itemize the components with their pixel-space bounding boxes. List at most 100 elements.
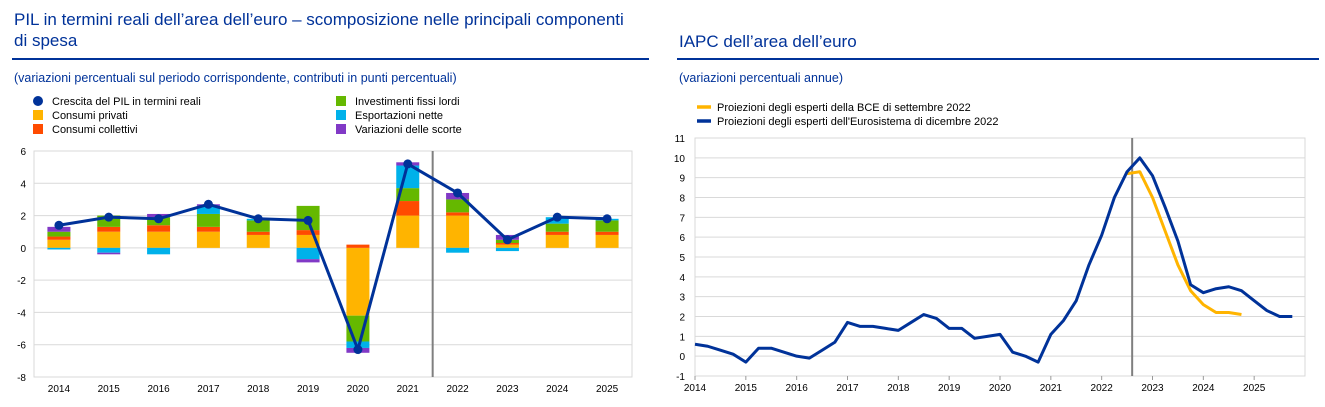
legend-marker (336, 124, 346, 134)
bar-segment (196, 205, 220, 214)
bar-segment (147, 247, 171, 255)
y-tick-label: 0 (679, 352, 685, 363)
bar-segment (545, 234, 569, 248)
hicp-chart-subtitle: (variazioni percentuali annue) (679, 71, 843, 85)
y-tick-label: 6 (679, 233, 685, 244)
bar-segment (446, 199, 470, 213)
series-line (694, 156, 1293, 364)
x-tick-label: 2015 (98, 384, 121, 395)
bar-segment (495, 244, 519, 248)
gdp-point (154, 214, 164, 224)
gdp-point (203, 199, 213, 209)
legend-marker (336, 110, 346, 120)
legend-label: Consumi collettivi (52, 124, 138, 136)
bar-segment (47, 239, 71, 248)
gdp-chart-subtitle: (variazioni percentuali sul periodo corr… (14, 71, 457, 85)
x-tick-label: 2014 (48, 384, 71, 395)
bar-segment (147, 225, 171, 232)
x-tick-label: 2024 (1192, 383, 1215, 394)
bar-segment (346, 244, 370, 248)
x-tick-label: 2018 (887, 383, 910, 394)
gdp-point (403, 159, 413, 169)
legend-label: Proiezioni degli esperti della BCE di se… (717, 102, 971, 114)
y-tick-label: 7 (679, 213, 685, 224)
x-tick-label: 2014 (684, 383, 707, 394)
bar-segment (47, 236, 71, 240)
y-tick-label: 9 (679, 174, 685, 185)
gdp-point (353, 345, 363, 355)
legend-label: Proiezioni degli esperti dell'Eurosistem… (717, 116, 999, 128)
x-tick-label: 2019 (938, 383, 961, 394)
bar-segment (296, 230, 320, 235)
gdp-point (54, 220, 64, 230)
y-tick-label: 10 (674, 154, 686, 165)
x-tick-label: 2025 (1243, 383, 1266, 394)
bar-segment (196, 226, 220, 232)
gdp-point (453, 188, 463, 198)
bar-segment (446, 212, 470, 216)
bar-segment (446, 247, 470, 253)
y-tick-label: -1 (676, 372, 685, 383)
y-tick-label: 2 (679, 313, 685, 324)
bar-segment (97, 231, 121, 248)
bar-segment (47, 247, 71, 250)
bar-segment (246, 220, 270, 232)
series-line (1126, 170, 1242, 316)
gdp-point (552, 212, 562, 222)
x-tick-label: 2022 (446, 384, 469, 395)
y-tick-label: 2 (20, 212, 26, 223)
x-tick-label: 2017 (836, 383, 859, 394)
bar-segment (47, 231, 71, 237)
x-tick-label: 2016 (786, 383, 809, 394)
x-tick-label: 2021 (1040, 383, 1063, 394)
legend-label: Crescita del PIL in termini reali (52, 96, 201, 108)
x-tick-label: 2018 (247, 384, 270, 395)
gdp-chart: -8 -6 -4 -2 0 2 4 6 2014 2015 2016 2017 2018 2019 2020… (17, 96, 633, 395)
y-tick-label: -2 (17, 276, 26, 287)
bar-segment (97, 252, 121, 255)
gdp-point (303, 215, 313, 225)
bar-segment (296, 259, 320, 263)
x-tick-label: 2019 (297, 384, 320, 395)
legend-marker (336, 96, 346, 106)
hicp-panel: IAPC dell’area dell’euro (variazioni per… (665, 0, 1325, 407)
bar-segment (246, 231, 270, 235)
gdp-line (58, 161, 608, 355)
bar-segment (97, 226, 121, 232)
bar-segment (595, 220, 619, 232)
bar-segment (196, 213, 220, 227)
x-tick-label: 2024 (546, 384, 569, 395)
y-tick-label: 0 (20, 244, 26, 255)
x-tick-label: 2015 (735, 383, 758, 394)
x-tick-label: 2025 (596, 384, 619, 395)
gdp-point (502, 235, 512, 245)
legend-marker (33, 110, 43, 120)
legend-label: Consumi privati (52, 110, 128, 122)
bar-segment (97, 247, 121, 253)
y-tick-label: -4 (17, 308, 26, 319)
y-tick-label: 8 (679, 194, 685, 205)
title-rule (677, 58, 1319, 60)
y-tick-label: 4 (20, 179, 26, 190)
bar-segment (446, 215, 470, 248)
gdp-point (104, 212, 114, 222)
title-rule (12, 58, 649, 60)
bar-segment (147, 231, 171, 248)
bar-segment (495, 247, 519, 252)
x-tick-label: 2016 (147, 384, 170, 395)
gdp-panel: PIL in termini reali dell’area dell’euro… (0, 0, 655, 407)
gdp-point (602, 214, 612, 224)
y-tick-label: 5 (679, 253, 685, 264)
bar-segment (296, 247, 320, 260)
x-tick-label: 2020 (989, 383, 1012, 394)
bar-segment (545, 231, 569, 235)
bar-segment (396, 188, 420, 202)
y-tick-label: 4 (679, 273, 685, 284)
bar-segment (246, 234, 270, 248)
bar-segment (595, 234, 619, 248)
bar-segment (196, 231, 220, 248)
bar-segment (396, 215, 420, 248)
x-tick-label: 2023 (1141, 383, 1164, 394)
bar-segment (545, 223, 569, 232)
gdp-point (253, 214, 263, 224)
